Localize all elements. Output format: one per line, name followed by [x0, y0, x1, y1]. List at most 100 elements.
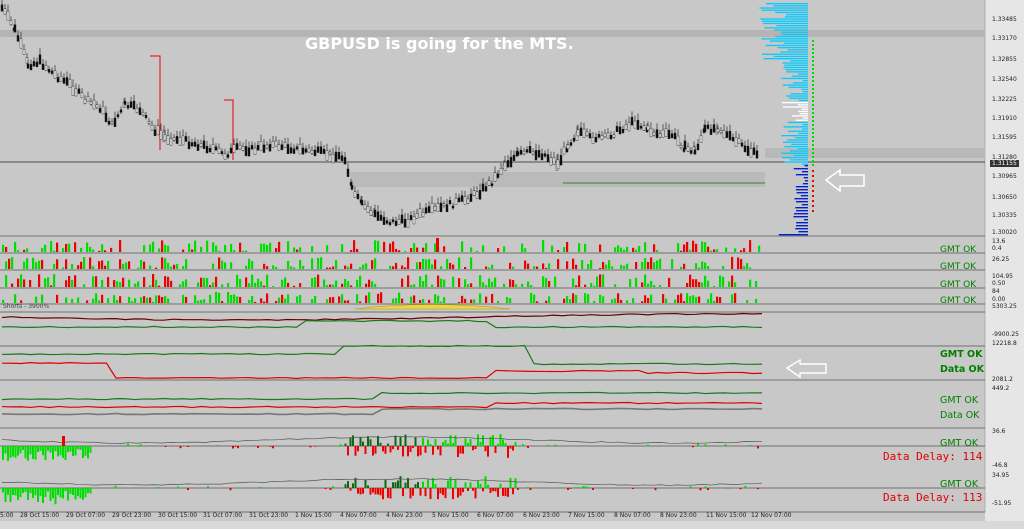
- profile-bar: [764, 27, 808, 29]
- oscillator-bar: [739, 488, 742, 490]
- profile-bar: [787, 49, 808, 51]
- histogram-bar: [437, 275, 440, 287]
- histogram-bar: [26, 258, 29, 269]
- histogram-bar: [512, 266, 515, 269]
- candle-body: [202, 140, 206, 149]
- candle-body: [163, 134, 167, 141]
- histogram-bar: [392, 241, 395, 252]
- oscillator-bar: [9, 446, 12, 458]
- histogram-bar: [509, 298, 512, 303]
- candle-body: [101, 106, 105, 115]
- histogram-bar: [152, 301, 155, 303]
- profile-bar: [763, 58, 808, 60]
- oscillator-bar: [462, 488, 464, 493]
- oscillator-bar: [647, 444, 649, 446]
- histogram-bar: [476, 250, 479, 252]
- oscillator-bar: [392, 446, 394, 450]
- histogram-bar: [635, 249, 638, 252]
- oscillator-bar: [22, 488, 24, 493]
- oscillator-bar: [62, 436, 65, 446]
- candle-body: [83, 99, 87, 104]
- histogram-bar: [260, 281, 263, 287]
- histogram-bar: [221, 284, 224, 287]
- histogram-bar: [536, 266, 539, 269]
- oscillator-bar: [467, 442, 469, 446]
- candle-body: [181, 135, 185, 146]
- histogram-bar: [35, 296, 38, 303]
- oscillator-bar: [389, 446, 392, 453]
- oscillator-bar: [2, 446, 4, 460]
- histogram-bar: [758, 245, 761, 252]
- oscillator-bar: [187, 446, 189, 448]
- histogram-bar: [371, 281, 374, 287]
- histogram-bar: [23, 261, 26, 269]
- histogram-bar: [128, 279, 131, 287]
- histogram-bar: [56, 294, 59, 303]
- histogram-bar: [263, 301, 266, 303]
- histogram-bar: [389, 243, 392, 252]
- oscillator-bar: [632, 488, 634, 490]
- oscillator-bar: [349, 438, 352, 446]
- oscillator-bar: [704, 444, 707, 446]
- candle-body: [166, 135, 170, 145]
- candle-body: [328, 151, 332, 155]
- histogram-bar: [359, 301, 362, 303]
- oscillator-bar: [409, 488, 412, 499]
- oscillator-bar: [157, 486, 159, 488]
- candle-body: [313, 149, 317, 157]
- histogram-bar: [65, 280, 68, 287]
- time-tick: 8 Nov 23:00: [660, 512, 697, 519]
- histogram-bar: [707, 280, 710, 287]
- candle-body: [509, 156, 513, 168]
- histogram-bar: [599, 274, 602, 287]
- histogram-bar: [164, 276, 167, 287]
- candle-body: [138, 107, 142, 116]
- histogram-bar: [185, 279, 188, 287]
- oscillator-bar: [4, 446, 7, 454]
- histogram-bar: [524, 260, 527, 269]
- histogram-bar: [278, 297, 281, 303]
- candle-body: [337, 151, 341, 160]
- profile-bar: [784, 146, 808, 148]
- oscillator-bar: [382, 446, 384, 452]
- candle-body: [618, 126, 622, 135]
- oscillator-bar: [14, 446, 17, 458]
- candle-body: [522, 150, 526, 155]
- histogram-bar: [95, 293, 98, 303]
- histogram-bar: [581, 260, 584, 269]
- profile-dot: [812, 156, 814, 158]
- oscillator-bar: [422, 481, 424, 488]
- candle-body: [493, 172, 497, 182]
- histogram-bar: [635, 262, 638, 269]
- indicator-scale: 26.25: [992, 256, 1010, 263]
- histogram-bar: [68, 275, 71, 287]
- histogram-bar: [281, 294, 284, 303]
- oscillator-bar: [54, 446, 57, 452]
- histogram-bar: [422, 247, 425, 252]
- indicator-scale: 84: [992, 288, 1000, 295]
- histogram-bar: [338, 296, 341, 303]
- oscillator-bar: [377, 435, 379, 446]
- histogram-bar: [17, 250, 20, 252]
- histogram-bar: [458, 278, 461, 287]
- profile-bar: [761, 9, 808, 11]
- oscillator-bar: [499, 434, 502, 446]
- candle-body: [397, 219, 401, 225]
- candle-body: [107, 120, 111, 125]
- histogram-bar: [746, 263, 749, 269]
- profile-bar: [794, 137, 808, 139]
- histogram-bar: [185, 258, 188, 269]
- histogram-bar: [344, 278, 347, 287]
- oscillator-bar: [372, 488, 374, 493]
- histogram-bar: [482, 245, 485, 252]
- candle-body: [38, 54, 42, 65]
- histogram-bar: [5, 246, 8, 252]
- histogram-bar: [479, 293, 482, 303]
- profile-bar: [795, 207, 808, 209]
- profile-bar: [796, 201, 808, 203]
- histogram-bar: [542, 263, 545, 269]
- candle-body: [190, 142, 194, 147]
- profile-dot: [812, 108, 814, 110]
- profile-bar: [784, 16, 808, 18]
